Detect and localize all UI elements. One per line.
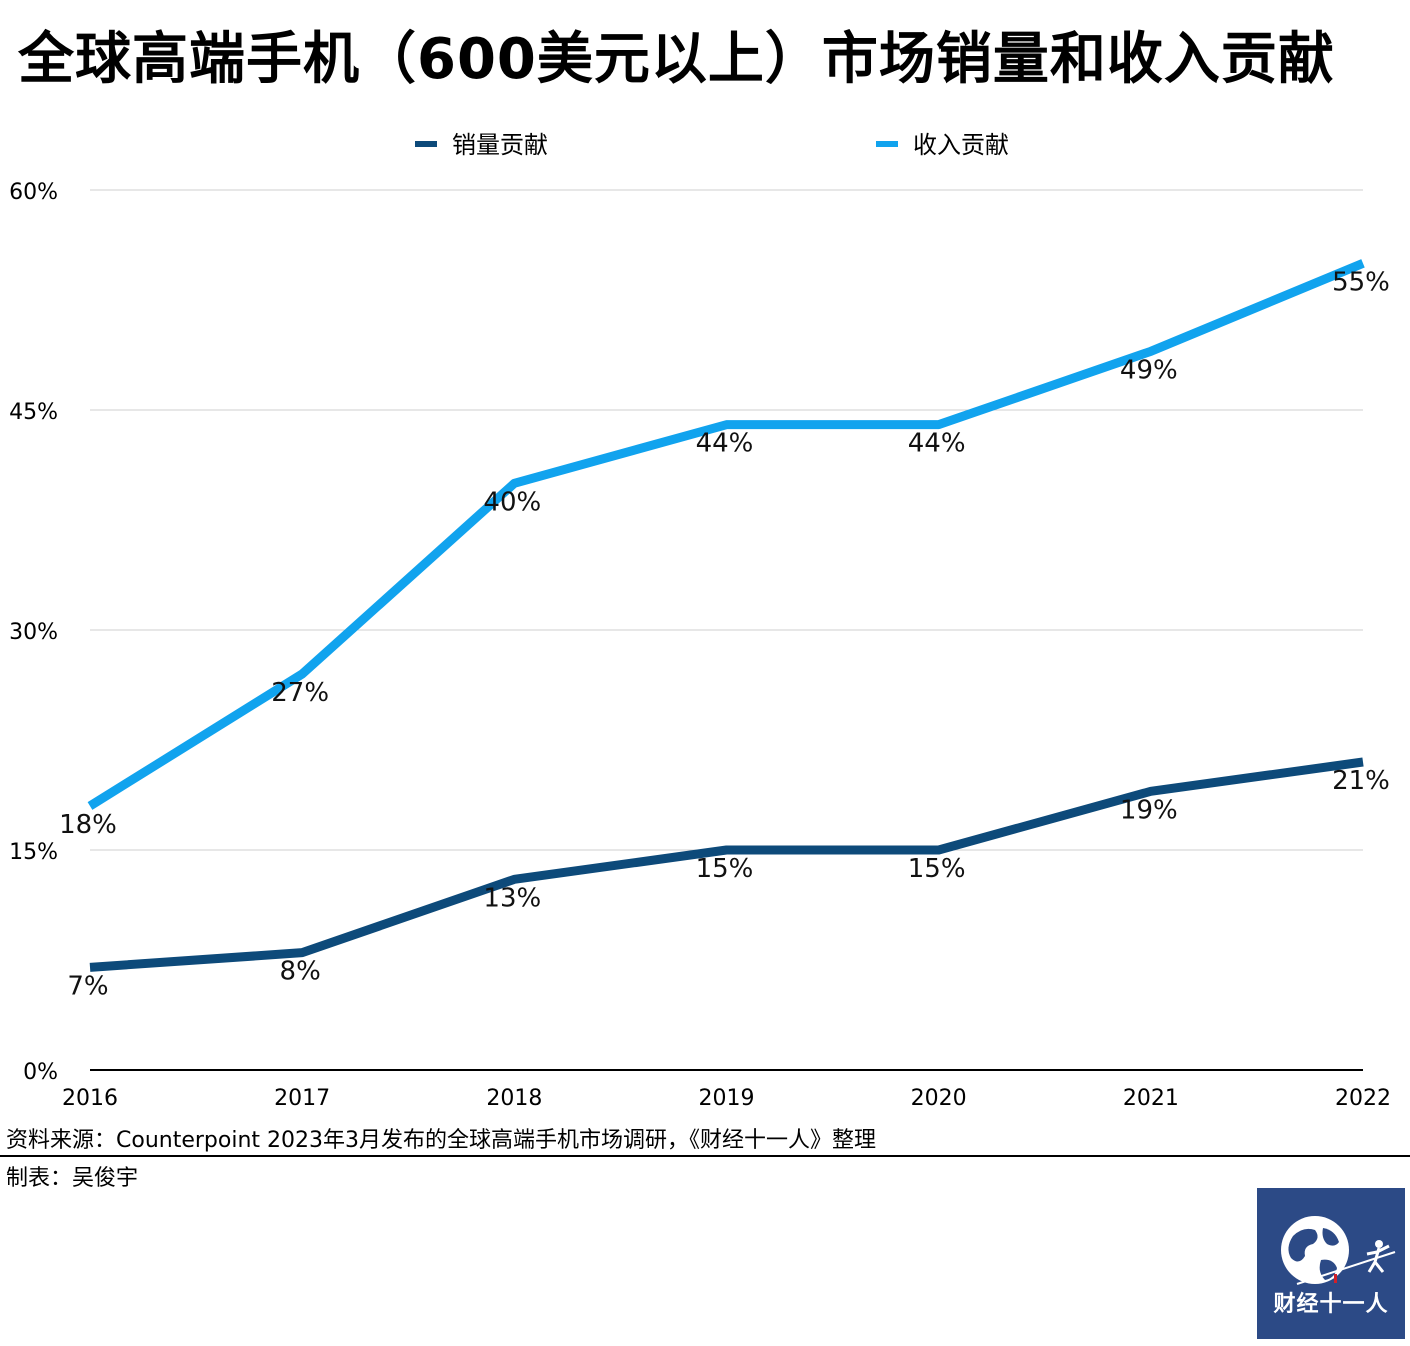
chart-title: 全球高端手机（600美元以上）市场销量和收入贡献 bbox=[18, 27, 1335, 92]
data-label: 49% bbox=[1120, 355, 1178, 385]
x-tick-label: 2020 bbox=[911, 1086, 967, 1111]
data-label: 8% bbox=[280, 957, 321, 987]
x-axis: 2016 2017 2018 2019 2020 2021 2022 bbox=[62, 1086, 1391, 1111]
y-axis: 0% 15% 30% 45% 60% bbox=[9, 180, 58, 1085]
legend-item: 收入贡献 bbox=[876, 131, 1009, 159]
data-label: 15% bbox=[696, 854, 754, 884]
x-tick-label: 2017 bbox=[274, 1086, 330, 1111]
data-label: 19% bbox=[1120, 795, 1178, 825]
x-tick-label: 2018 bbox=[486, 1086, 542, 1111]
logo-text: 财经十一人 bbox=[1273, 1292, 1389, 1317]
source-note: 资料来源：Counterpoint 2023年3月发布的全球高端手机市场调研，《… bbox=[6, 1128, 877, 1153]
data-label: 13% bbox=[483, 883, 541, 913]
data-label: 44% bbox=[908, 429, 966, 459]
x-tick-label: 2019 bbox=[699, 1086, 755, 1111]
y-tick-label: 45% bbox=[9, 400, 58, 425]
publisher-logo: 财经十一人 bbox=[1257, 1188, 1405, 1339]
data-labels: 7% 8% 13% 15% 15% 19% 21% 18% 27% 40% 44% 44% 49% 55% bbox=[59, 267, 1390, 1001]
legend-label: 收入贡献 bbox=[913, 131, 1009, 159]
series-line bbox=[87, 259, 1365, 810]
footer-divider bbox=[0, 1155, 1410, 1157]
line-chart: 销量贡献 收入贡献 0% 15% 30% 45% 60% 2016 2017 2018 2019… bbox=[9, 131, 1391, 1111]
data-label: 44% bbox=[696, 429, 754, 459]
x-tick-label: 2022 bbox=[1335, 1086, 1391, 1111]
y-tick-label: 15% bbox=[9, 840, 58, 865]
x-tick-label: 2016 bbox=[62, 1086, 118, 1111]
data-label: 7% bbox=[67, 971, 108, 1001]
credit-note: 制表：吴俊宇 bbox=[6, 1166, 139, 1191]
legend-label: 销量贡献 bbox=[452, 131, 548, 159]
y-tick-label: 0% bbox=[23, 1060, 58, 1085]
globe-icon bbox=[1281, 1216, 1396, 1285]
y-tick-label: 60% bbox=[9, 180, 58, 205]
y-tick-label: 30% bbox=[9, 620, 58, 645]
gridlines bbox=[90, 189, 1363, 1071]
data-label: 40% bbox=[483, 487, 541, 517]
data-label: 21% bbox=[1332, 766, 1390, 796]
legend-item: 销量贡献 bbox=[415, 131, 548, 159]
series-lines bbox=[87, 259, 1365, 972]
x-tick-label: 2021 bbox=[1123, 1086, 1179, 1111]
series-line bbox=[89, 757, 1364, 972]
data-label: 15% bbox=[908, 854, 966, 884]
data-label: 27% bbox=[271, 678, 329, 708]
data-label: 18% bbox=[59, 810, 117, 840]
data-label: 55% bbox=[1332, 267, 1390, 297]
legend: 销量贡献 收入贡献 bbox=[415, 131, 1009, 159]
